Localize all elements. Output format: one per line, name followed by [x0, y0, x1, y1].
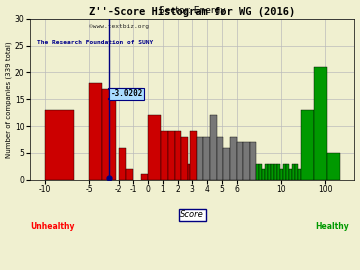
Bar — [102, 89, 116, 180]
Bar — [314, 67, 327, 180]
Bar — [210, 115, 217, 180]
Bar — [190, 131, 197, 180]
Bar — [175, 131, 181, 180]
Bar — [289, 169, 292, 180]
Bar — [230, 137, 237, 180]
Text: Unhealthy: Unhealthy — [31, 222, 75, 231]
Title: Z''-Score Histogram for WG (2016): Z''-Score Histogram for WG (2016) — [89, 6, 296, 16]
Bar — [295, 164, 298, 180]
Bar — [280, 169, 283, 180]
Bar — [327, 153, 341, 180]
Bar — [298, 169, 301, 180]
Bar — [161, 131, 168, 180]
Bar — [262, 169, 265, 180]
Bar — [89, 83, 102, 180]
Bar — [271, 164, 274, 180]
Bar — [286, 164, 289, 180]
Text: -3.0202: -3.0202 — [111, 89, 143, 98]
Bar — [217, 137, 223, 180]
Bar — [45, 110, 75, 180]
Bar — [237, 142, 243, 180]
Bar — [274, 164, 277, 180]
Bar — [301, 110, 314, 180]
Bar — [259, 164, 262, 180]
Bar — [148, 115, 161, 180]
Text: ©www.textbiz.org: ©www.textbiz.org — [89, 23, 149, 29]
Bar — [277, 164, 280, 180]
Bar — [141, 174, 148, 180]
Bar — [292, 164, 295, 180]
Bar — [188, 164, 190, 180]
Text: Score: Score — [180, 210, 204, 220]
Bar — [268, 164, 271, 180]
Bar — [168, 131, 175, 180]
Bar — [256, 164, 259, 180]
Bar — [181, 137, 188, 180]
Bar — [118, 148, 126, 180]
Bar — [250, 142, 256, 180]
Bar — [283, 164, 286, 180]
Bar — [243, 142, 250, 180]
Bar — [223, 148, 230, 180]
Y-axis label: Number of companies (339 total): Number of companies (339 total) — [5, 41, 12, 158]
Text: The Research Foundation of SUNY: The Research Foundation of SUNY — [37, 40, 153, 45]
Bar — [203, 137, 210, 180]
Text: Healthy: Healthy — [315, 222, 348, 231]
Text: Sector: Energy: Sector: Energy — [159, 6, 226, 15]
Bar — [126, 169, 133, 180]
Bar — [197, 137, 203, 180]
Bar — [265, 164, 268, 180]
